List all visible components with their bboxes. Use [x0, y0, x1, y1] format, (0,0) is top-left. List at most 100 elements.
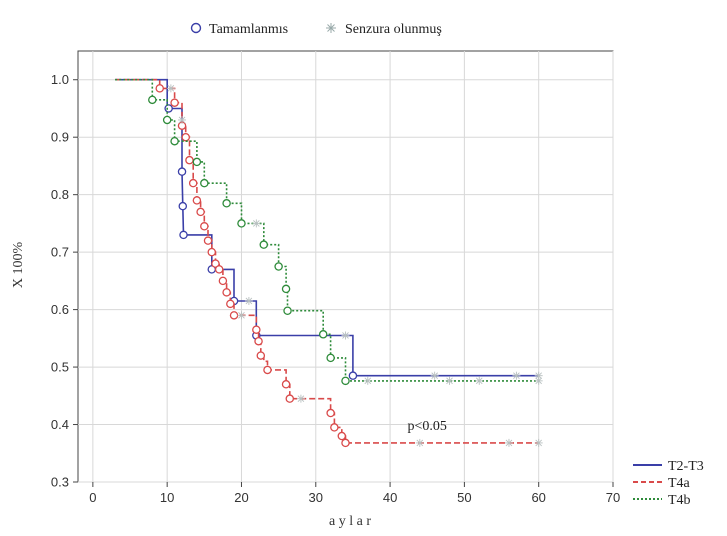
- event-point-t4a: [341, 438, 350, 448]
- y-tick-label: 0.9: [51, 130, 69, 145]
- event-point-t2-t3: [178, 201, 188, 211]
- event-point-t4b: [326, 353, 335, 363]
- event-point-t4b: [281, 284, 291, 294]
- event-point-t4a: [200, 222, 209, 231]
- event-point-t2-t3: [164, 104, 173, 113]
- censored-point-t4b: [178, 115, 187, 124]
- y-tick-label: 0.4: [51, 417, 69, 432]
- x-tick-label: 50: [457, 490, 471, 505]
- series-layer: [115, 78, 543, 448]
- x-axis-ticks: 0 10 20 30 40 50 60 70: [89, 482, 620, 505]
- event-point-t4a: [192, 196, 202, 205]
- censored-point-t4b: [363, 376, 372, 385]
- censored-point-t4b: [252, 219, 261, 228]
- legend-item-t4b: T4b: [633, 493, 691, 508]
- event-point-t4b: [200, 178, 209, 188]
- legend-item-t4a: T4a: [633, 476, 691, 491]
- y-tick-label: 0.3: [51, 475, 69, 490]
- event-point-t4b: [237, 219, 246, 228]
- series-legend: T2-T3 T4a T4b: [633, 459, 704, 508]
- censored-point-t4b: [445, 376, 454, 385]
- y-tick-label: 0.6: [51, 302, 69, 317]
- y-tick-label: 0.8: [51, 187, 69, 202]
- y-tick-label: 0.7: [51, 245, 69, 260]
- legend-label-t2-t3: T2-T3: [668, 459, 704, 474]
- censored-point-t4a: [415, 438, 424, 447]
- event-point-t4a: [256, 351, 266, 360]
- series-t4b: [115, 78, 543, 386]
- censored-point-t4a: [237, 311, 246, 320]
- event-point-t4b: [259, 240, 269, 249]
- plot-area: [77, 50, 614, 483]
- event-point-t4a: [181, 132, 190, 142]
- event-point-t4b: [162, 115, 172, 125]
- x-tick-label: 40: [383, 490, 397, 505]
- event-point-t4a: [196, 207, 205, 217]
- event-point-t4a: [222, 288, 231, 297]
- censored-point-t4b: [475, 376, 484, 385]
- event-point-t4a: [337, 431, 347, 441]
- censored-marker-icon: [326, 23, 336, 33]
- event-point-t4a: [263, 365, 272, 375]
- x-tick-label: 0: [89, 490, 96, 505]
- event-point-t4a: [229, 311, 239, 320]
- censored-point-t2-t3: [430, 371, 439, 380]
- event-point-t4b: [283, 306, 292, 315]
- event-point-t4b: [274, 262, 283, 271]
- event-point-t4a: [185, 155, 194, 165]
- x-tick-label: 60: [531, 490, 545, 505]
- legend-label-t4b: T4b: [668, 493, 691, 508]
- event-point-t4a: [214, 265, 224, 274]
- censored-point-t4b: [534, 376, 543, 385]
- event-point-t4a: [285, 394, 295, 403]
- complete-marker-icon: [190, 22, 202, 34]
- censored-point-t2-t3: [244, 296, 253, 305]
- censored-point-t4a: [296, 394, 305, 403]
- event-point-t2-t3: [348, 371, 358, 380]
- event-point-t2-t3: [177, 167, 187, 176]
- event-point-t4b: [148, 95, 157, 105]
- y-tick-label: 1.0: [51, 72, 69, 87]
- x-tick-label: 70: [606, 490, 620, 505]
- y-tick-label: 0.5: [51, 360, 69, 375]
- y-axis-label: X 100%: [11, 242, 26, 289]
- plot-frame: [77, 50, 614, 483]
- event-point-t4b: [192, 157, 202, 167]
- event-point-t4a: [254, 336, 263, 346]
- p-value-annotation: p<0.05: [408, 419, 447, 434]
- event-point-t4a: [226, 299, 235, 309]
- event-point-t4a: [207, 247, 216, 257]
- x-tick-label: 30: [309, 490, 323, 505]
- censored-point-t4a: [534, 438, 543, 447]
- legend-censored-label: Senzura olunmuş: [345, 22, 442, 37]
- event-point-t4b: [341, 376, 350, 386]
- marker-legend: Tamamlanmıs Senzura olunmuş: [190, 22, 442, 37]
- event-point-t4b: [170, 136, 179, 146]
- event-point-t4a: [211, 259, 220, 268]
- legend-label-t4a: T4a: [668, 476, 691, 491]
- x-tick-label: 10: [160, 490, 174, 505]
- event-point-t4a: [218, 276, 228, 286]
- event-point-t4a: [188, 178, 198, 188]
- x-axis-label: a y l a r: [329, 514, 371, 529]
- series-t4a: [115, 78, 543, 448]
- event-point-t4a: [252, 325, 261, 334]
- legend-item-t2-t3: T2-T3: [633, 459, 704, 474]
- censored-point-t4a: [166, 84, 175, 93]
- event-point-t4a: [330, 423, 339, 432]
- y-axis-ticks: 0.3 0.4 0.5 0.6 0.7 0.8 0.9 1.0: [51, 72, 78, 490]
- event-point-t4a: [203, 236, 213, 245]
- event-point-t4a: [170, 98, 179, 107]
- event-point-t2-t3: [179, 230, 188, 240]
- event-point-t4a: [155, 84, 164, 93]
- censored-point-t2-t3: [512, 371, 521, 380]
- event-point-t4a: [326, 408, 335, 418]
- x-tick-label: 20: [234, 490, 248, 505]
- censored-point-t2-t3: [341, 331, 350, 340]
- censored-point-t4a: [504, 438, 513, 447]
- event-point-t4b: [222, 199, 231, 208]
- event-point-t4b: [318, 330, 328, 339]
- legend-complete-label: Tamamlanmıs: [209, 22, 288, 37]
- event-point-t4a: [281, 380, 291, 389]
